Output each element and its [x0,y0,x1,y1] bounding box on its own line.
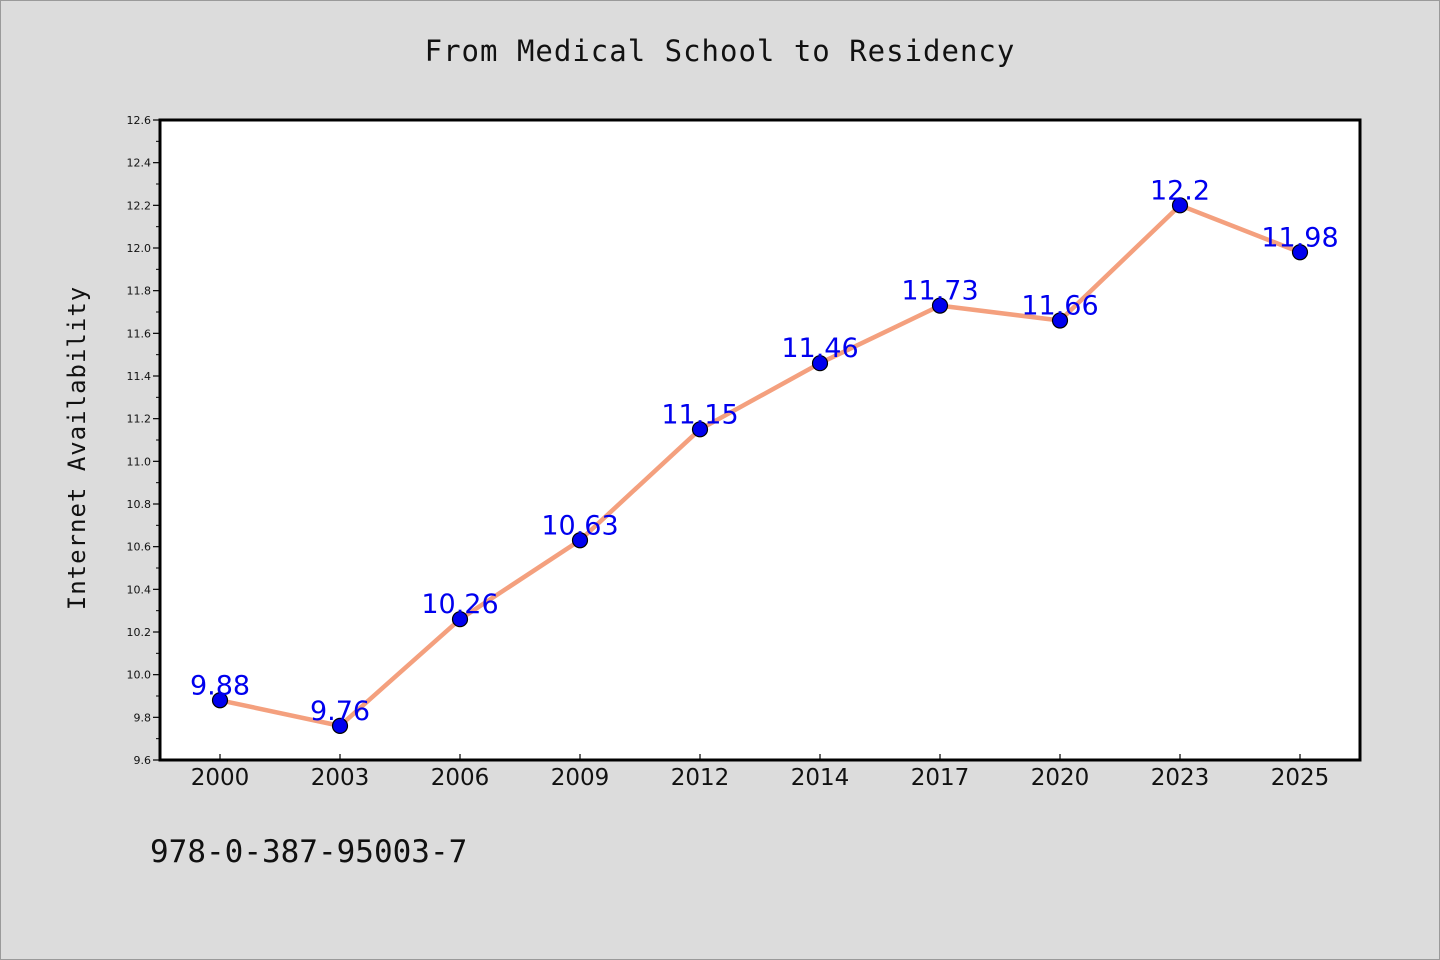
x-tick-label: 2009 [551,765,610,791]
x-tick-label: 2020 [1031,765,1090,791]
data-point [451,611,469,628]
y-tick-label: 12.4 [127,157,152,170]
y-tick-label: 10.4 [127,583,152,596]
data-label: 12.2 [1150,175,1210,206]
data-point [331,717,349,734]
y-axis: 9.6 9.8 10.0 10.2 10.4 10.6 10.8 11.0 11.2 11.4 11… [127,114,160,767]
y-tick-label: 11.6 [127,327,152,340]
x-tick-label: 2025 [1271,765,1330,791]
data-point [691,421,709,438]
y-tick-label: 11.0 [127,455,152,468]
data-label: 11.46 [781,333,858,364]
x-tick-label: 2000 [191,765,250,791]
y-tick-label: 12.2 [127,199,152,212]
x-tick-label: 2003 [311,765,370,791]
plot-border [158,118,1362,762]
data-label: 10.26 [421,589,498,620]
data-point [811,355,829,372]
y-tick-label: 10.0 [127,669,152,682]
data-point [211,692,229,709]
y-tick-label: 9.8 [134,711,152,724]
y-tick-label: 12.6 [127,114,152,127]
y-tick-label: 10.2 [127,626,152,639]
data-label: 11.15 [661,399,738,430]
y-tick-label: 9.6 [134,754,152,767]
y-tick-label: 10.8 [127,498,152,511]
x-tick-label: 2014 [791,765,850,791]
x-axis: 2000 2003 2006 2009 2012 2014 2017 2020 2023 2025 [191,754,1330,791]
x-tick-label: 2023 [1151,765,1210,791]
y-tick-label: 11.4 [127,370,152,383]
y-tick-label: 11.2 [127,413,152,426]
y-tick-label: 10.6 [127,541,152,554]
data-label: 11.66 [1021,291,1098,322]
y-tick-label: 12.0 [127,242,152,255]
data-label: 10.63 [541,510,618,541]
x-tick-label: 2006 [431,765,490,791]
x-tick-label: 2012 [671,765,730,791]
footer-code: 978-0-387-95003-7 [150,834,468,870]
y-tick-label: 11.8 [127,285,152,298]
data-label: 11.73 [901,276,978,307]
data-point [1171,197,1189,214]
data-label: 9.76 [310,696,370,727]
chart-title: From Medical School to Residency [424,34,1016,68]
data-label: 11.98 [1261,222,1338,253]
series-line [219,203,1301,729]
data-point [931,297,949,314]
data-labels: 9.88 9.76 10.26 10.63 11.15 11.46 11.73 11.66 12… [190,175,1339,727]
data-point [1291,244,1309,261]
data-point [571,532,589,549]
data-label: 9.88 [190,670,250,701]
x-tick-label: 2017 [911,765,970,791]
plot-area [160,120,1360,760]
series-markers [211,197,1309,734]
data-point [1051,312,1069,329]
